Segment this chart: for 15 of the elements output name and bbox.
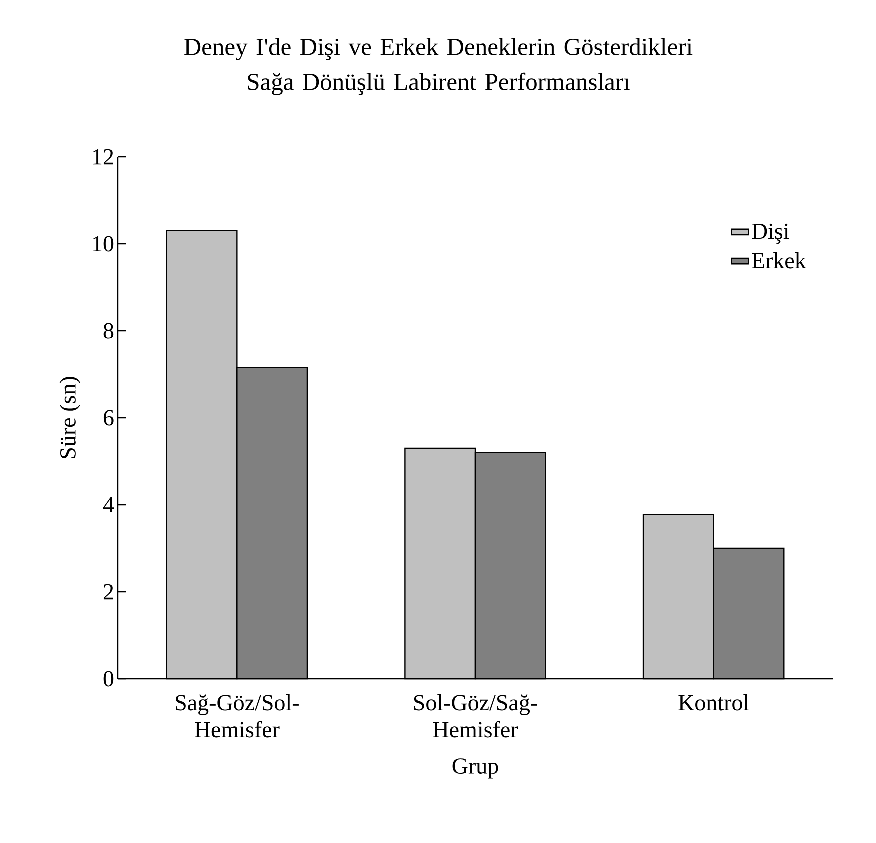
chart-title: Deney I'de Dişi ve Erkek Deneklerin Gösterdikleri Sağa Dönüşlü Labirent Performansları — [184, 38, 693, 96]
y-tick-label: 2 — [104, 584, 114, 600]
x-axis-title: Grup — [452, 758, 498, 779]
y-tick-label: 12 — [93, 149, 114, 165]
y-tick-label: 4 — [103, 497, 114, 513]
y-axis-title: Süre (sn) — [60, 377, 81, 458]
x-tick-label: Sol-Göz/Sağ-Hemisfer — [414, 694, 538, 738]
x-tick-label: Sağ-Göz/Sol-Hemisfer — [176, 694, 299, 738]
x-tick-label: Kontrol — [678, 694, 750, 711]
y-tick-label: 6 — [104, 410, 114, 426]
y-tick-label: 10 — [93, 236, 114, 252]
y-tick-label: 8 — [104, 323, 114, 339]
y-tick-label: 0 — [104, 671, 114, 687]
legend-label: Dişi — [752, 224, 790, 244]
legend-label: Erkek — [752, 252, 806, 269]
